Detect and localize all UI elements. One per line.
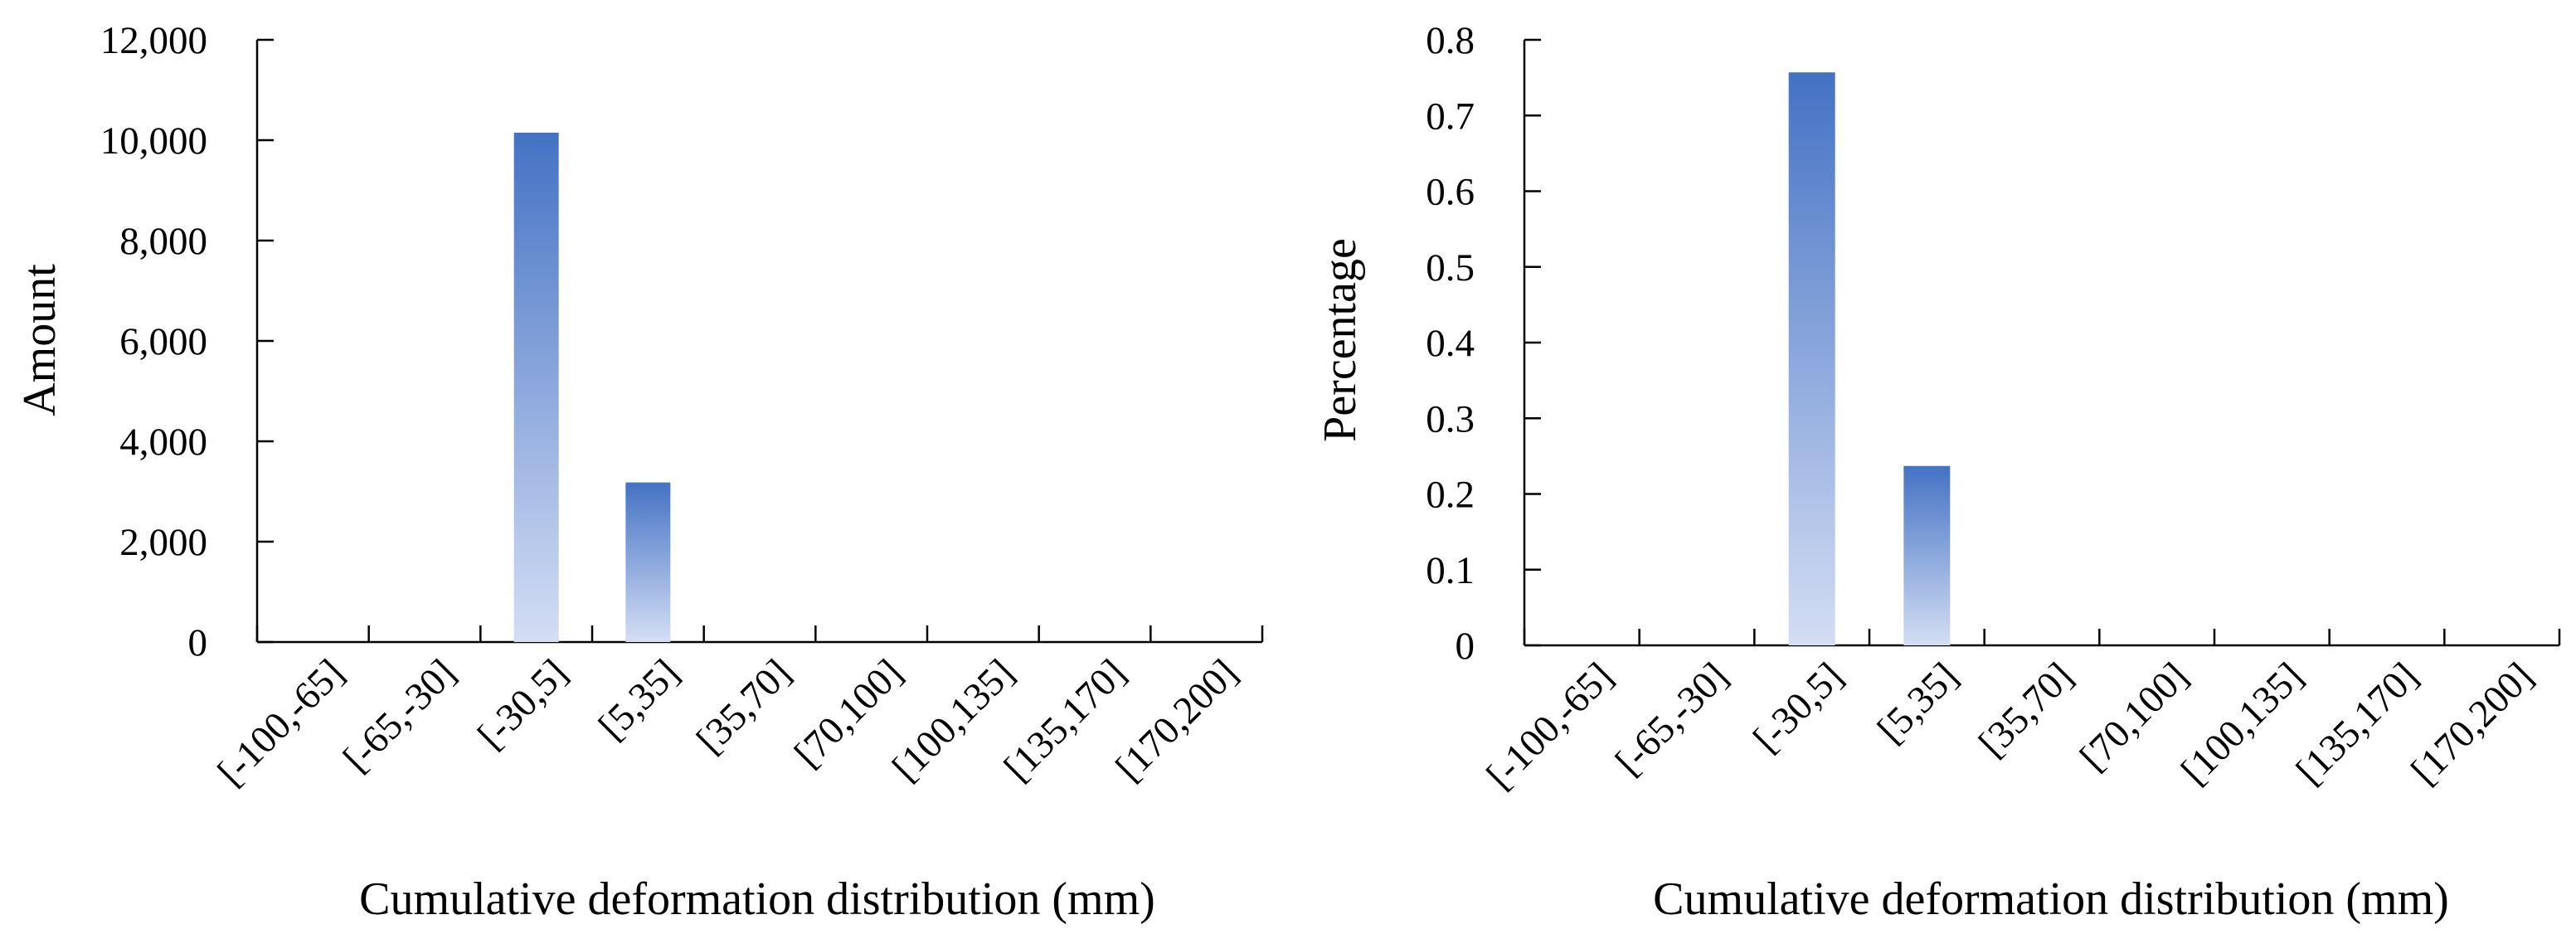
amount-chart-y-tick-label: 10,000 bbox=[100, 119, 207, 163]
percentage-chart-y-tick-label: 0.3 bbox=[1426, 397, 1475, 440]
percentage-chart-x-tick-label: [-100,-65] bbox=[1479, 654, 1621, 797]
percentage-chart-x-tick-label: [5,35] bbox=[1869, 654, 1966, 752]
amount-chart-x-tick-label: [-65,-30] bbox=[335, 651, 464, 781]
amount-chart-y-tick-label: 8,000 bbox=[119, 220, 207, 263]
percentage-chart-bar-4 bbox=[1903, 465, 1951, 645]
percentage-chart-x-axis-title: Cumulative deformation distribution (mm) bbox=[1653, 873, 2449, 925]
amount-chart-y-tick-label: 6,000 bbox=[119, 320, 207, 363]
amount-chart-bar-4 bbox=[625, 482, 671, 642]
amount-chart-x-tick-label: [5,35] bbox=[591, 651, 688, 748]
amount-chart-y-tick-label: 2,000 bbox=[119, 521, 207, 564]
percentage-chart-y-tick-label: 0.2 bbox=[1426, 474, 1475, 517]
amount-chart-x-tick-label: [100,135] bbox=[884, 651, 1023, 790]
amount-chart-x-tick-label: [-100,-65] bbox=[210, 651, 352, 794]
percentage-chart-y-tick-label: 0.4 bbox=[1426, 322, 1475, 365]
percentage-chart-x-tick-label: [-30,5] bbox=[1745, 654, 1851, 761]
amount-chart-y-axis-title: Amount bbox=[14, 264, 66, 416]
percentage-chart-x-tick-label: [135,170] bbox=[2288, 654, 2427, 793]
percentage-chart-y-tick-label: 0.7 bbox=[1426, 95, 1475, 138]
percentage-chart-x-tick-label: [170,200] bbox=[2403, 654, 2542, 793]
percentage-chart-y-tick-label: 0.8 bbox=[1426, 19, 1475, 62]
amount-chart-y-tick-label: 0 bbox=[188, 621, 208, 664]
percentage-chart: Percentage Cumulative deformation distri… bbox=[1315, 19, 2561, 925]
percentage-chart-y-tick-label: 0 bbox=[1456, 625, 1475, 668]
amount-chart-x-tick-label: [135,170] bbox=[996, 651, 1135, 790]
percentage-chart-bar-3 bbox=[1788, 72, 1835, 646]
percentage-chart-y-tick-label: 0.1 bbox=[1426, 549, 1475, 592]
amount-chart-y-tick-label: 12,000 bbox=[100, 19, 207, 62]
amount-chart: Amount Cumulative deformation distributi… bbox=[14, 19, 1264, 925]
percentage-chart-x-tick-label: [100,135] bbox=[2173, 654, 2311, 793]
amount-chart-x-tick-label: [35,70] bbox=[688, 651, 800, 762]
percentage-chart-x-tick-label: [-65,-30] bbox=[1607, 654, 1737, 784]
amount-chart-x-tick-label: [-30,5] bbox=[469, 651, 576, 757]
amount-chart-x-tick-label: [170,200] bbox=[1108, 651, 1247, 790]
amount-chart-y-tick-label: 4,000 bbox=[119, 421, 207, 464]
percentage-chart-y-tick-label: 0.6 bbox=[1426, 171, 1475, 214]
amount-chart-x-axis-title: Cumulative deformation distribution (mm) bbox=[359, 873, 1155, 925]
percentage-chart-y-axis-title: Percentage bbox=[1315, 238, 1366, 442]
amount-chart-bar-3 bbox=[513, 132, 559, 643]
percentage-chart-y-tick-label: 0.5 bbox=[1426, 246, 1475, 289]
percentage-chart-x-tick-label: [35,70] bbox=[1971, 654, 2082, 766]
